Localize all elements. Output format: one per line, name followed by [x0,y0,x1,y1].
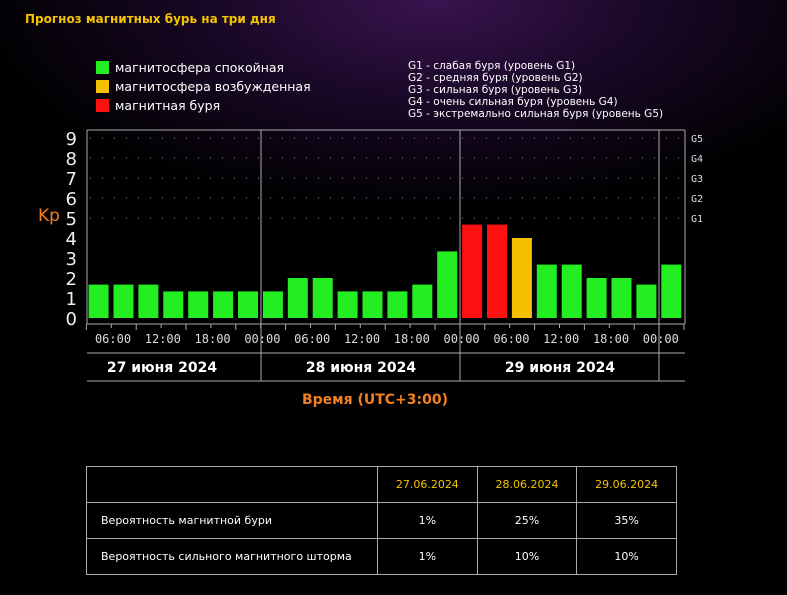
kp-bar [636,284,657,318]
table-row: Вероятность сильного магнитного шторма 1… [86,538,677,575]
kp-bar [536,264,557,318]
cell: 1% [377,538,478,575]
legend-label: магнитосфера возбужденная [115,79,311,94]
g-legend: G1 - слабая буря (уровень G1) G2 - средн… [408,60,663,120]
g-legend-item: G1 - слабая буря (уровень G1) [408,60,576,72]
table-row: Вероятность магнитной бури 1% 25% 35% [86,502,677,539]
legend-item-storm: магнитная буря [96,98,220,113]
kp-bar [163,291,184,318]
g-legend-item: G5 - экстремально сильная буря (уровень … [408,108,664,120]
kp-bar [611,278,632,318]
header-cell: 29.06.2024 [576,466,677,503]
page-title: Прогноз магнитных бурь на три дня [25,12,276,26]
kp-bar [462,224,483,318]
red-swatch [96,99,109,112]
y-tick-label: 1 [66,289,77,310]
kp-bar [387,291,408,318]
x-axis-title: Время (UTC+3:00) [301,392,449,408]
kp-bar [511,238,532,318]
x-tick-label: 18:00 [593,332,629,346]
cell: 10% [576,538,677,575]
x-tick-label: 06:00 [294,332,330,346]
kp-bar [287,278,308,318]
g-level-label: G1 [691,214,703,225]
x-tick-label: 18:00 [195,332,231,346]
date-label: 29 июня 2024 [505,360,616,376]
kp-bar [188,291,209,318]
kp-bar [337,291,358,318]
background [0,0,787,200]
g-legend-item: G4 - очень сильная буря (уровень G4) [408,96,618,108]
x-tick-label: 00:00 [444,332,480,346]
x-tick-label: 06:00 [493,332,529,346]
y-tick-label: 3 [66,249,77,270]
x-tick-label: 12:00 [543,332,579,346]
table-header-row: 27.06.2024 28.06.2024 29.06.2024 [86,466,677,503]
g-legend-item: G3 - сильная буря (уровень G3) [408,84,583,96]
date-label: 28 июня 2024 [306,360,417,376]
y-tick-label: 4 [66,229,77,250]
g-level-label: G2 [691,194,703,205]
kp-bar [561,264,582,318]
green-swatch [96,61,109,74]
y-tick-label: 9 [66,129,77,150]
x-tick-label: 18:00 [394,332,430,346]
header-cell: 27.06.2024 [377,466,478,503]
y-axis-label: Kp [38,206,60,226]
kp-bar [113,284,134,318]
cell: 10% [476,538,578,575]
g-legend-item: G2 - средняя буря (уровень G2) [408,72,583,84]
probability-table: 27.06.2024 28.06.2024 29.06.2024 Вероятн… [86,466,677,575]
y-tick-label: 6 [66,189,77,210]
y-tick-label: 7 [66,169,77,190]
kp-bar [661,264,682,318]
kp-bar [262,291,283,318]
header-cell: 28.06.2024 [476,466,578,503]
g-level-label: G5 [691,134,703,145]
g-level-label: G4 [691,154,703,165]
x-tick-label: 00:00 [643,332,679,346]
kp-bar [487,224,507,318]
legend-item-quiet: магнитосфера спокойная [96,60,284,75]
y-tick-label: 2 [66,269,77,290]
kp-bar [88,284,109,318]
kp-bar [586,278,607,318]
y-tick-label: 0 [66,309,77,330]
x-tick-label: 00:00 [244,332,280,346]
kp-bar [362,291,383,318]
kp-bar [138,284,159,318]
legend-label: магнитосфера спокойная [115,60,285,75]
yellow-swatch [96,80,109,93]
cell: 1% [377,502,478,539]
x-tick-label: 06:00 [95,332,131,346]
header-cell [86,466,378,503]
kp-bar [412,284,433,318]
date-label: 27 июня 2024 [107,360,218,376]
legend-item-excited: магнитосфера возбужденная [96,79,311,94]
cell: 25% [476,502,578,539]
kp-bar [238,291,258,318]
x-tick-label: 12:00 [145,332,181,346]
x-tick-label: 12:00 [344,332,380,346]
kp-bar [312,278,333,318]
kp-bar [437,251,458,318]
kp-bar [213,291,234,318]
row-label: Вероятность магнитной бури [86,502,378,539]
y-tick-label: 5 [66,209,77,230]
row-label: Вероятность сильного магнитного шторма [86,538,378,575]
y-tick-label: 8 [66,149,77,170]
cell: 35% [576,502,677,539]
legend-label: магнитная буря [115,98,221,113]
g-level-label: G3 [691,174,703,185]
